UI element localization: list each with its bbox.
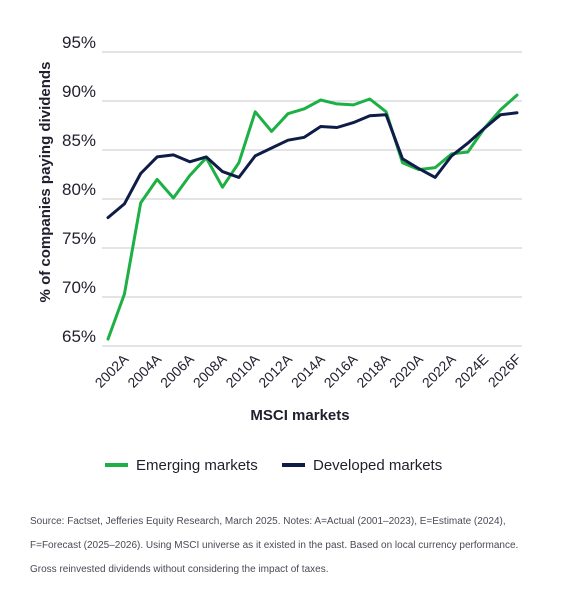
y-tick-label: 95% bbox=[62, 33, 96, 52]
y-axis-label: % of companies paying dividends bbox=[37, 62, 54, 303]
series-lines bbox=[106, 93, 519, 341]
y-tick-label: 65% bbox=[62, 327, 96, 346]
y-tick-label: 70% bbox=[62, 278, 96, 297]
x-tick-label: 2008A bbox=[190, 350, 230, 390]
y-axis-ticks: 65% 70% 75% 80% 85% 90% 95% bbox=[62, 33, 96, 346]
x-tick-label: 2020A bbox=[386, 350, 426, 390]
dividend-chart: 65% 70% 75% 80% 85% 90% 95% 2002A2004A2006A200… bbox=[37, 33, 525, 474]
y-tick-label: 80% bbox=[62, 180, 96, 199]
x-tick-label: 2006A bbox=[157, 350, 197, 390]
legend: Emerging markets Developed markets bbox=[105, 457, 442, 474]
gridlines bbox=[102, 51, 522, 347]
x-tick-label: 2004A bbox=[124, 350, 164, 390]
x-tick-label: 2014A bbox=[288, 350, 328, 390]
series-line-developed bbox=[106, 111, 519, 220]
y-tick-label: 75% bbox=[62, 229, 96, 248]
legend-label-developed: Developed markets bbox=[313, 457, 442, 474]
legend-label-emerging: Emerging markets bbox=[136, 457, 258, 474]
y-tick-label: 85% bbox=[62, 131, 96, 150]
x-axis-label: MSCI markets bbox=[250, 407, 349, 424]
x-tick-label: 2024E bbox=[451, 351, 491, 391]
x-tick-label: 2018A bbox=[353, 350, 393, 390]
x-axis-ticks: 2002A2004A2006A2008A2010A2012A2014A2016A… bbox=[92, 350, 525, 390]
x-tick-label: 2010A bbox=[222, 350, 262, 390]
x-tick-label: 2026F bbox=[485, 351, 524, 390]
series-line-emerging bbox=[106, 93, 519, 341]
x-tick-label: 2012A bbox=[255, 350, 295, 390]
x-tick-label: 2016A bbox=[321, 350, 361, 390]
y-tick-label: 90% bbox=[62, 82, 96, 101]
source-note: Source: Factset, Jefferies Equity Resear… bbox=[30, 516, 519, 575]
x-tick-label: 2002A bbox=[92, 350, 132, 390]
x-tick-label: 2022A bbox=[419, 350, 459, 390]
